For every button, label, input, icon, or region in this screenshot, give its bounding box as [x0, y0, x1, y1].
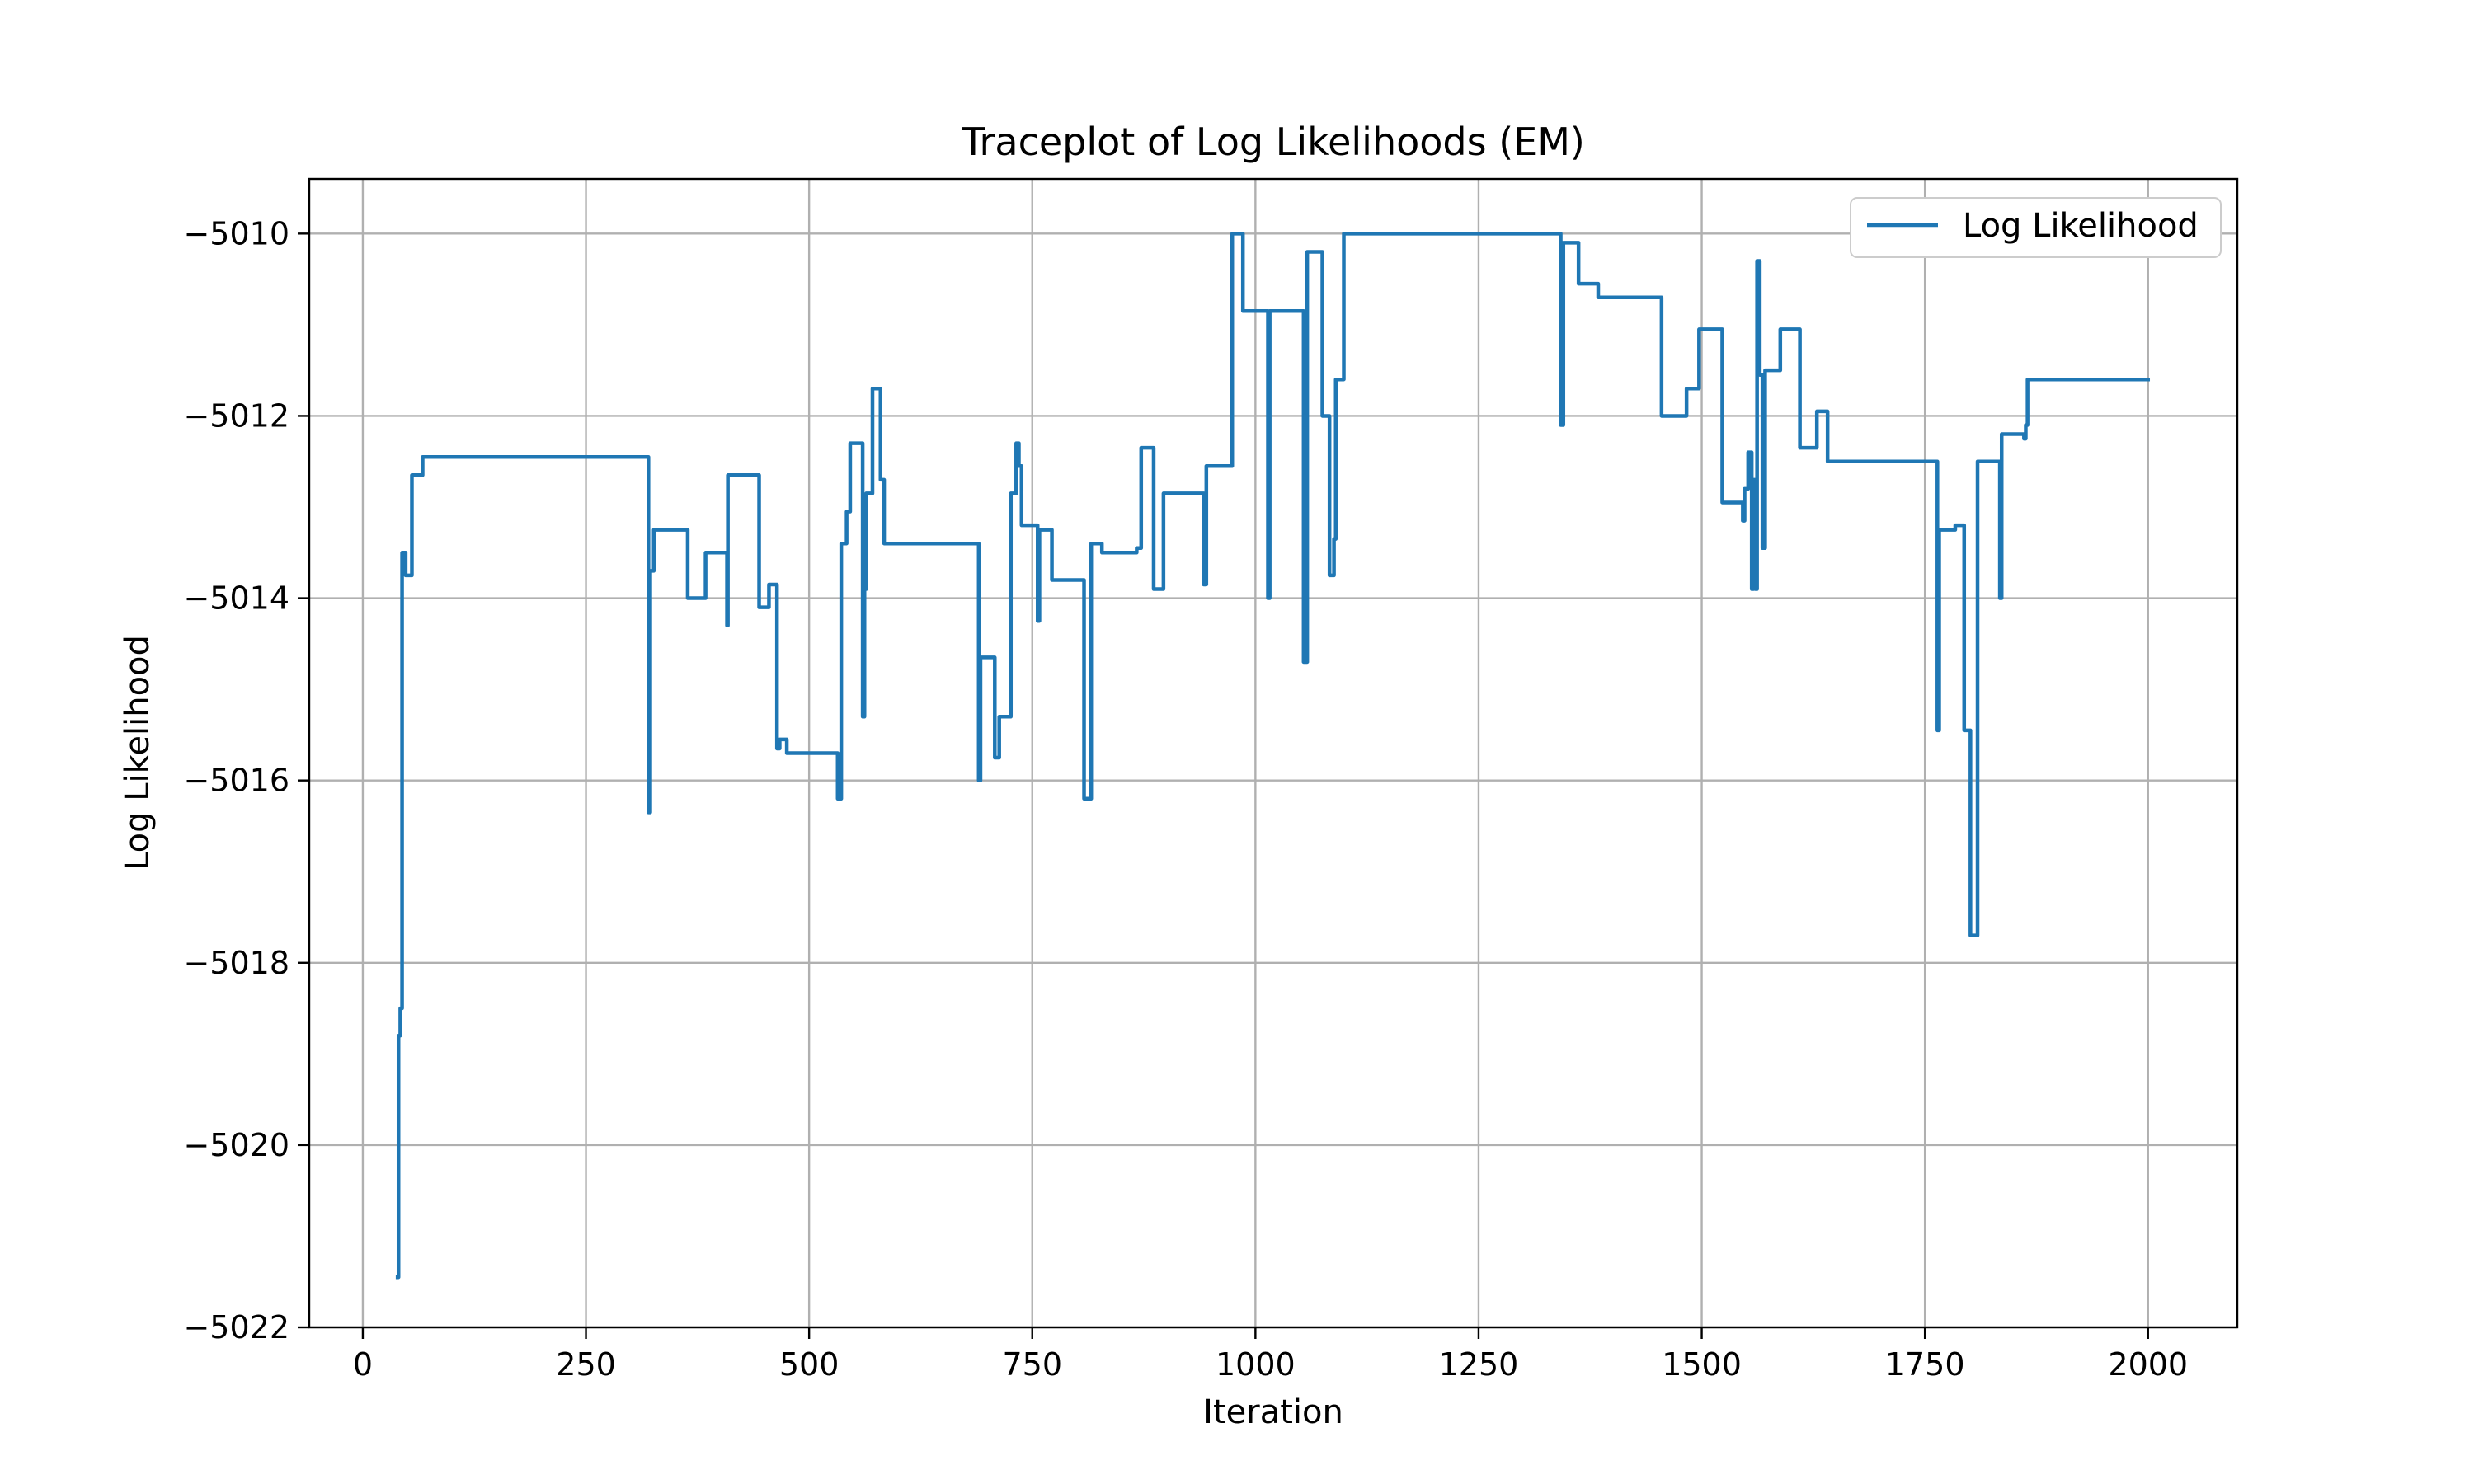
x-axis-label: Iteration: [1203, 1393, 1343, 1431]
y-tick-label: −5016: [183, 763, 289, 799]
x-tick-label: 0: [353, 1346, 373, 1383]
x-tick-label: 1500: [1662, 1346, 1742, 1383]
legend-box: [1850, 197, 2222, 258]
y-tick-label: −5012: [183, 397, 289, 434]
plot-area: [309, 179, 2237, 1327]
x-tick-label: 1000: [1216, 1346, 1296, 1383]
y-tick-label: −5010: [183, 215, 289, 251]
legend-label: Log Likelihood: [1963, 207, 2199, 245]
chart-title: Traceplot of Log Likelihoods (EM): [961, 120, 1585, 164]
legend: Log Likelihood: [1850, 197, 2222, 258]
y-tick-label: −5014: [183, 580, 289, 617]
series-line-0: [395, 232, 2151, 1280]
x-tick-label: 250: [556, 1346, 616, 1383]
plot-frame: [308, 177, 2239, 1329]
x-tick-label: 1250: [1439, 1346, 1519, 1383]
x-axis-ticks: 0 250 500 750 1000 1250 1500 1750 2000: [353, 1327, 2188, 1383]
x-tick-label: 1750: [1885, 1346, 1965, 1383]
x-tick-label: 750: [1002, 1346, 1062, 1383]
x-tick-label: 2000: [2108, 1346, 2188, 1383]
y-tick-label: −5022: [183, 1309, 289, 1345]
y-axis-ticks: −5010 −5012 −5014 −5016 −5018 −5020 −5022: [183, 215, 309, 1345]
x-tick-label: 500: [779, 1346, 840, 1383]
y-tick-label: −5018: [183, 945, 289, 981]
y-axis-label: Log Likelihood: [119, 635, 157, 871]
data-layer: [395, 232, 2151, 1280]
y-tick-label: −5020: [183, 1127, 289, 1163]
